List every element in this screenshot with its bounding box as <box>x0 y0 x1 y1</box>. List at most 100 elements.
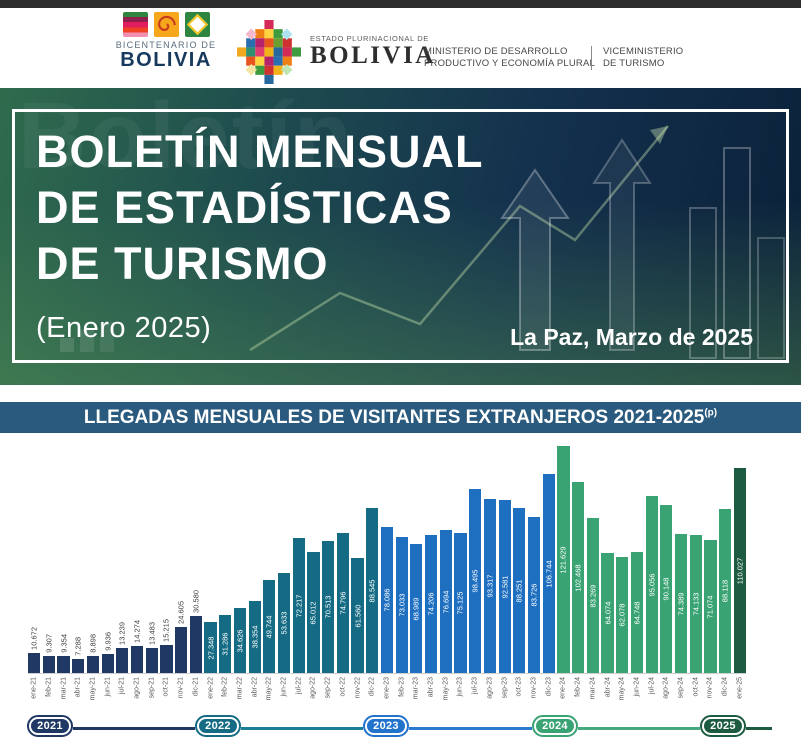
x-axis-label: ago-21 <box>133 677 141 699</box>
chart-bar-abr-23: 74.206 <box>424 535 438 673</box>
bicentenario-bolivia-label: BOLIVIA <box>120 49 212 71</box>
chart-bar-dic-21: 30.580 <box>189 590 202 673</box>
chart-bar-sep-24: 74.389 <box>674 534 688 673</box>
banner-title-line2: DE ESTADÍSTICAS <box>36 181 453 233</box>
x-axis-label: jul-21 <box>118 677 126 695</box>
chart-column-may-23: 76.694 may-23 <box>439 443 452 700</box>
chart-bar-ago-21: 14.274 <box>130 620 144 673</box>
bar-value-label: 102.468 <box>573 563 583 592</box>
x-axis-label: dic-22 <box>368 677 376 697</box>
chart-column-dic-21: 30.580 dic-21 <box>189 443 202 696</box>
x-axis-label: ene-24 <box>559 677 567 699</box>
bar-value-label: 76.694 <box>441 590 451 613</box>
x-axis-label: dic-23 <box>545 677 553 697</box>
chart-column-dic-24: 88.118 dic-24 <box>719 443 732 696</box>
chart-bar-mar-21: 9.354 <box>57 634 70 673</box>
x-axis-label: may-22 <box>265 677 273 701</box>
bar-value-label: 9.354 <box>59 634 68 653</box>
x-axis-label: abr-24 <box>604 677 612 698</box>
ministerio-line1: MINISTERIO DE DESARROLLO <box>424 46 568 57</box>
x-axis-label: may-23 <box>442 677 450 701</box>
chart-column-ene-23: 78.086 ene-23 <box>380 443 394 699</box>
chart-column-may-22: 49.744 may-22 <box>263 443 276 700</box>
bar-value-label: 13.239 <box>117 622 127 645</box>
x-axis-label: jul-24 <box>648 677 656 695</box>
year-pill-2022: 2022 <box>195 715 241 737</box>
year-timeline: 2021 2022 2023 2024 2025 <box>0 714 801 744</box>
x-axis-label: abr-23 <box>427 677 435 698</box>
chart-column-feb-23: 73.033 feb-23 <box>395 443 408 697</box>
x-axis-label: ene-25 <box>736 677 744 699</box>
bar-value-label: 15.215 <box>161 619 171 642</box>
x-axis-label: jun-24 <box>633 677 641 697</box>
chart-bar-oct-22: 74.796 <box>336 533 349 673</box>
bar-value-label: 90.148 <box>661 577 671 601</box>
chakana-logo-icon <box>237 20 301 89</box>
bar-value-label: 70.513 <box>323 595 333 619</box>
chart-bar-ene-23: 78.086 <box>380 527 394 673</box>
chart-bar-jun-21: 9.936 <box>101 632 114 673</box>
bar-value-label: 9.307 <box>44 634 54 653</box>
bar-value-label: 71.074 <box>705 595 715 618</box>
chart-column-jul-22: 72.217 jul-22 <box>292 443 305 694</box>
x-axis-label: mar-24 <box>589 677 597 700</box>
chart-column-nov-22: 61.560 nov-22 <box>351 443 364 698</box>
viceministerio-line2: DE TURISMO <box>603 58 665 70</box>
chart-column-ago-23: 93.317 ago-23 <box>483 443 496 699</box>
bar-value-label: 10.672 <box>29 627 39 650</box>
chart-column-ago-21: 14.274 ago-21 <box>130 443 144 699</box>
x-axis-label: oct-24 <box>692 677 700 697</box>
x-axis-label: feb-21 <box>45 677 53 697</box>
viceministerio-label: VICEMINISTERIO DE TURISMO <box>603 46 683 71</box>
chart-column-dic-22: 88.545 dic-22 <box>366 443 379 696</box>
chart-column-mar-22: 34.626 mar-22 <box>233 443 247 699</box>
timeline-tail-segment <box>746 727 772 730</box>
chart-column-abr-23: 74.206 abr-23 <box>424 443 438 697</box>
chart-bar-ago-22: 65.012 <box>307 552 320 673</box>
chart-bar-sep-21: 13.483 <box>145 622 158 673</box>
bar-value-label: 92.581 <box>500 575 510 598</box>
bar-value-label: 78.086 <box>382 588 392 612</box>
chart-bar-dic-24: 88.118 <box>719 509 732 673</box>
banner-title-line1: BOLETÍN MENSUAL <box>36 126 484 177</box>
chart-column-mar-21: 9.354 mar-21 <box>57 443 70 699</box>
bicentenario-spiral-icon <box>153 12 179 37</box>
bar-value-label: 83.269 <box>588 584 598 607</box>
x-axis-label: nov-21 <box>177 677 185 699</box>
chart-bar-sep-23: 92.581 <box>498 500 511 673</box>
chart-column-ene-24: 121.629 ene-24 <box>557 443 570 699</box>
bar-value-label: 31.286 <box>220 632 230 656</box>
year-pill-label: 2022 <box>199 719 237 733</box>
chart-bar-ago-24: 90.148 <box>660 505 673 673</box>
chart-bar-jul-24: 95.056 <box>645 496 658 673</box>
chart-column-feb-24: 102.468 feb-24 <box>572 443 585 697</box>
chart-column-dic-23: 106.744 dic-23 <box>542 443 555 696</box>
x-axis-label: oct-23 <box>515 677 523 697</box>
chart-bar-jul-22: 72.217 <box>292 538 305 673</box>
chart-bar-jun-22: 53.633 <box>277 573 291 673</box>
banner-title: BOLETÍN MENSUAL DE ESTADÍSTICAS DE TURIS… <box>36 124 484 291</box>
bar-value-label: 27.348 <box>206 636 216 659</box>
chart-bar-ene-22: 27.348 <box>204 622 217 673</box>
section-title-superscript: (p) <box>704 407 718 419</box>
year-pill-2025: 2025 <box>700 715 746 737</box>
chart-bar-oct-21: 15.215 <box>160 619 173 673</box>
x-axis-label: mar-21 <box>60 677 67 700</box>
timeline-segment <box>409 727 532 730</box>
header-divider <box>591 46 592 70</box>
banner-decoration-chart-art <box>60 125 785 359</box>
chart-column-ene-22: 27.348 ene-22 <box>204 443 217 699</box>
x-axis-label: jun-23 <box>456 677 464 697</box>
bar-value-label: 9.936 <box>103 632 113 651</box>
chart-bar-mar-24: 83.269 <box>586 518 599 673</box>
bicentenario-label: BICENTENARIO DE <box>115 40 217 50</box>
chart-bar-may-22: 49.744 <box>263 580 276 673</box>
year-pill-2023: 2023 <box>363 715 409 737</box>
estado-small-label: ESTADO PLURINACIONAL DE <box>310 34 429 43</box>
banner: Boletín BOLETÍN MENSUAL DE ESTADÍSTICAS … <box>0 88 801 385</box>
bar-value-label: 49.744 <box>264 615 274 638</box>
bar-value-label: 68.989 <box>411 597 421 620</box>
bar-value-label: 8.898 <box>88 634 98 653</box>
chart-column-jun-23: 75.125 jun-23 <box>454 443 467 696</box>
chart-column-ene-25: 110.027 ene-25 <box>733 443 746 699</box>
